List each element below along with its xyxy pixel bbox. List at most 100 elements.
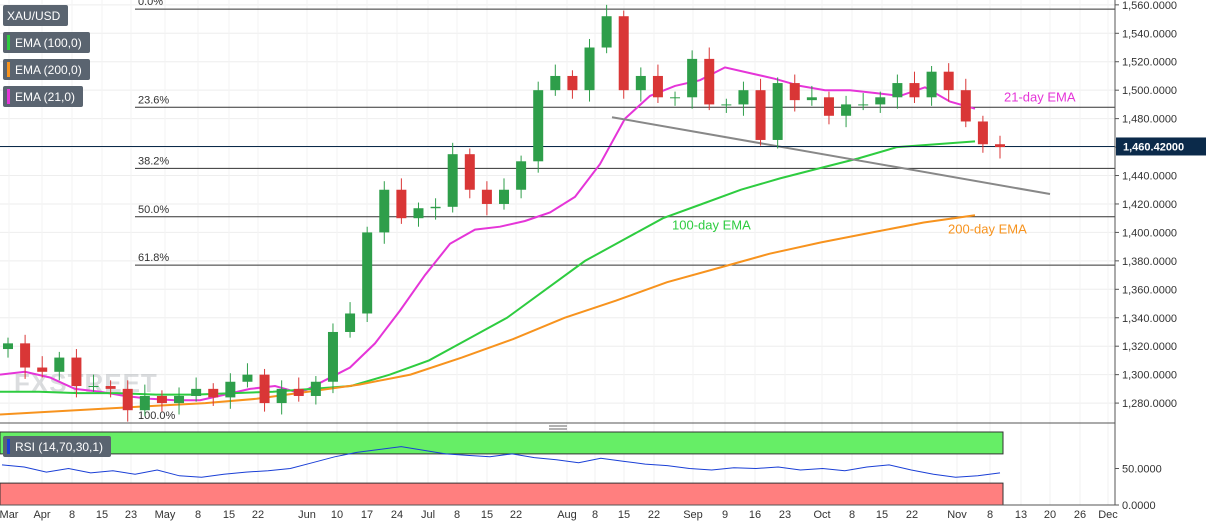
candle-body [858, 104, 869, 106]
candle-body [37, 367, 48, 372]
candle-body [943, 71, 954, 91]
annotation-label: 200-day EMA [948, 222, 1027, 237]
x-tick-label: 24 [391, 509, 403, 521]
candle-body [601, 16, 612, 48]
x-tick-label: Dec [1098, 509, 1118, 521]
y-tick-label: 1,540.0000 [1122, 28, 1177, 40]
fib-label: 0.0% [138, 0, 163, 8]
x-tick-label: Mar [0, 509, 19, 521]
candle-body [738, 90, 749, 105]
rsi-swatch [7, 439, 10, 454]
candle-body [430, 206, 441, 209]
symbol-label[interactable]: XAU/USD [3, 5, 69, 26]
fib-label: 23.6% [138, 94, 169, 106]
candle-body [841, 104, 852, 116]
candle-body [499, 189, 509, 204]
candle-body [225, 381, 236, 398]
fib-label: 100.0% [138, 410, 176, 422]
y-tick-label: 1,380.0000 [1122, 256, 1177, 268]
candle-body [977, 121, 988, 145]
ema200-swatch [7, 62, 10, 77]
fib-label: 50.0% [138, 204, 169, 216]
candle-body [71, 357, 82, 387]
y-tick-label: 1,360.0000 [1122, 284, 1177, 296]
candle-body [755, 90, 766, 140]
ema100-line [0, 140, 976, 396]
x-tick-label: 26 [1074, 509, 1086, 521]
x-tick-label: 8 [849, 509, 855, 521]
x-tick-label: 20 [1044, 509, 1056, 521]
candle-body [875, 97, 886, 105]
x-tick-label: 10 [331, 509, 343, 521]
candle-body [293, 388, 304, 396]
legend-ema100-label: EMA (100,0) [15, 35, 82, 50]
y-tick-label: 1,420.0000 [1122, 199, 1177, 211]
candle-body [567, 75, 578, 91]
rsi-line [1, 446, 1001, 478]
candle-body [379, 189, 390, 233]
y-tick-label: 1,340.0000 [1122, 313, 1177, 325]
x-tick-label: 22 [648, 509, 660, 521]
candle-body [550, 75, 561, 91]
rsi-y-tick-label: 0.0000 [1122, 500, 1156, 512]
y-tick-label: 1,560.0000 [1122, 0, 1177, 12]
annotation-label: 100-day EMA [672, 217, 751, 232]
candle-body [892, 83, 903, 98]
candle-body [670, 97, 681, 99]
legend-rsi-label: RSI (14,70,30,1) [15, 439, 104, 454]
candle-body [105, 386, 116, 389]
candle-body [926, 71, 937, 98]
x-tick-label: 22 [252, 509, 264, 521]
y-tick-label: 1,320.0000 [1122, 341, 1177, 353]
x-tick-label: 15 [618, 509, 630, 521]
legend-ema21[interactable]: EMA (21,0) [3, 86, 84, 107]
candle-body [584, 47, 595, 91]
y-tick-label: 1,480.0000 [1122, 114, 1177, 126]
candle-body [122, 388, 133, 411]
candle-body [772, 83, 783, 140]
annotation-label: 21-day EMA [1004, 89, 1076, 104]
x-tick-label: 23 [125, 509, 137, 521]
x-tick-label: 8 [454, 509, 460, 521]
candle-body [687, 58, 698, 98]
y-tick-label: 1,440.0000 [1122, 171, 1177, 183]
rsi-y-tick-label: 50.0000 [1122, 464, 1162, 476]
x-tick-label: Jun [298, 509, 316, 521]
x-tick-label: Apr [33, 509, 50, 521]
candle-body [259, 374, 270, 404]
x-tick-label: 17 [361, 509, 373, 521]
ema200-line [0, 214, 976, 416]
x-tick-label: 15 [96, 509, 108, 521]
candle-body [310, 381, 321, 396]
candle-body [191, 388, 202, 396]
candle-body [276, 388, 287, 404]
x-tick-label: 22 [510, 509, 522, 521]
current-price-label: 1,460.42000 [1123, 141, 1184, 153]
x-tick-label: 23 [779, 509, 791, 521]
legend-rsi[interactable]: RSI (14,70,30,1) [3, 436, 112, 457]
candle-body [789, 83, 800, 101]
legend-ema100[interactable]: EMA (100,0) [3, 32, 90, 53]
x-tick-label: 22 [906, 509, 918, 521]
candle-body [413, 208, 424, 219]
candle-body [396, 189, 407, 219]
legend-ema200[interactable]: EMA (200,0) [3, 59, 90, 80]
candle-body [823, 97, 834, 116]
y-tick-label: 1,520.0000 [1122, 57, 1177, 69]
candle-body [481, 189, 492, 204]
y-tick-label: 1,500.0000 [1122, 85, 1177, 97]
trendline [611, 116, 1051, 195]
rsi-oversold-zone [0, 482, 1004, 506]
x-tick-label: 9 [722, 509, 728, 521]
candle-body [516, 161, 527, 190]
candle-body [721, 104, 732, 106]
candle-body [995, 144, 1005, 148]
x-tick-label: 15 [223, 509, 235, 521]
x-tick-label: Nov [947, 509, 967, 521]
candle-body [20, 343, 31, 368]
candle-body [447, 154, 458, 207]
x-tick-label: 16 [749, 509, 761, 521]
candle-body [242, 374, 253, 382]
fib-label: 38.2% [138, 155, 169, 167]
